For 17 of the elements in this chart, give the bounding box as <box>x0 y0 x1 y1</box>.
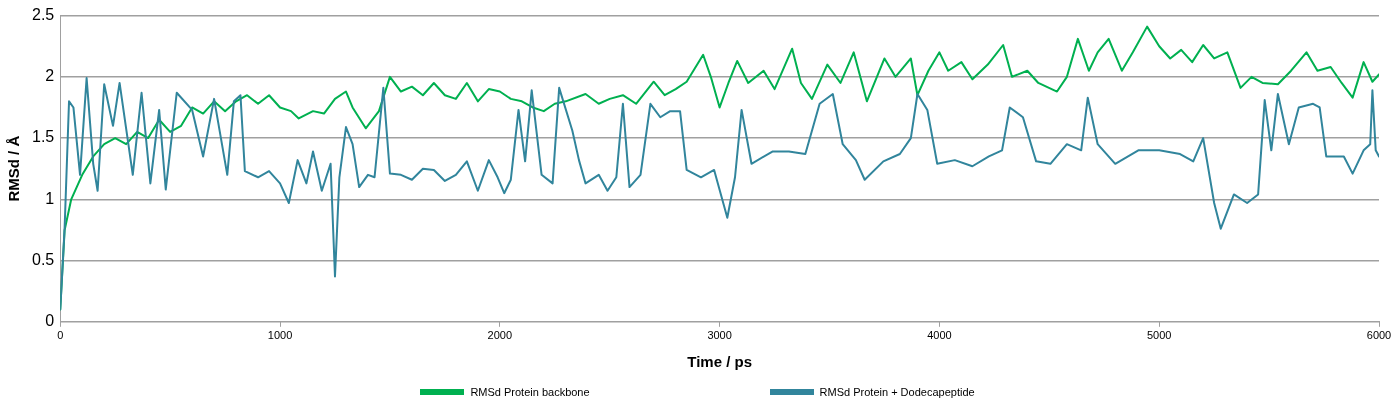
y-tick-label: 0.5 <box>31 250 55 268</box>
x-axis-title: Time / ps <box>687 353 752 371</box>
x-tick-label: 1000 <box>267 329 293 342</box>
x-tick-label: 0 <box>57 329 64 342</box>
y-tick-label: 1 <box>45 189 55 207</box>
x-tick-label: 5000 <box>1146 329 1172 342</box>
y-axis-title: RMSd / Å <box>5 135 23 202</box>
x-tick-label: 3000 <box>707 329 732 342</box>
y-tick-label: 2 <box>45 67 55 85</box>
legend-label: RMSd Protein + Dodecapeptide <box>819 386 975 398</box>
x-tick-label: 4000 <box>927 329 952 342</box>
x-tick-label: 6000 <box>1366 329 1392 342</box>
x-tick-label: 2000 <box>487 329 513 342</box>
y-tick-label: 2.5 <box>31 6 55 24</box>
y-tick-label: 1.5 <box>31 128 55 146</box>
legend-label: RMSd Protein backbone <box>470 386 590 398</box>
y-tick-label: 0 <box>45 312 55 330</box>
